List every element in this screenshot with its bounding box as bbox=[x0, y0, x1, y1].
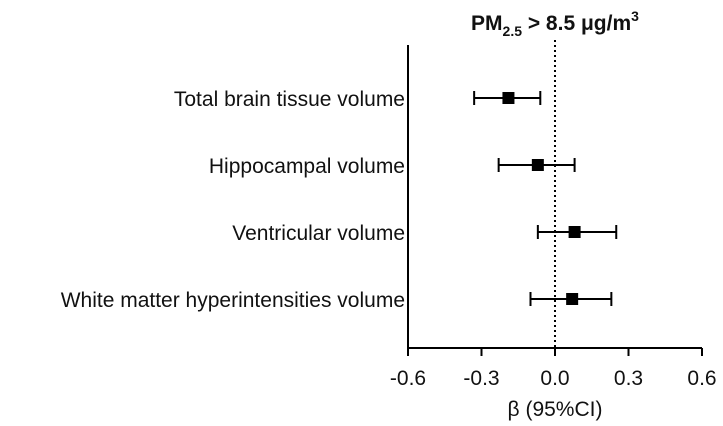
point-estimate bbox=[566, 293, 579, 305]
point-estimate bbox=[568, 226, 581, 238]
category-label: White matter hyperintensities volume bbox=[61, 289, 405, 312]
x-tick-label: -0.6 bbox=[390, 367, 426, 390]
x-axis-label: β (95%CI) bbox=[508, 398, 603, 421]
x-tick-label: 0.3 bbox=[614, 367, 643, 390]
title-subscript: 2.5 bbox=[503, 23, 523, 39]
category-label: Total brain tissue volume bbox=[174, 88, 405, 111]
chart-title: PM2.5 > 8.5 μg/m3 bbox=[471, 8, 639, 39]
point-estimate bbox=[502, 92, 515, 104]
x-tick-label: 0.0 bbox=[540, 367, 569, 390]
point-estimate bbox=[531, 159, 544, 171]
title-superscript: 3 bbox=[631, 8, 639, 24]
title-part: PM bbox=[471, 12, 503, 35]
category-label: Hippocampal volume bbox=[209, 155, 405, 178]
x-tick-label: 0.6 bbox=[687, 367, 716, 390]
title-part: > 8.5 μg/m bbox=[522, 12, 631, 35]
category-label: Ventricular volume bbox=[232, 222, 405, 245]
x-tick-label: -0.3 bbox=[463, 367, 499, 390]
